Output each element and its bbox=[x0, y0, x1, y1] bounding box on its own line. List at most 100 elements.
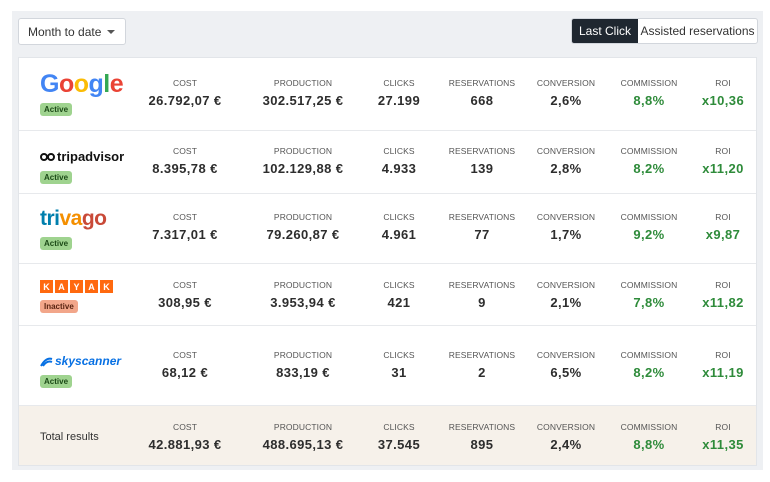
commission-value: 7,8% bbox=[633, 295, 665, 310]
cost-cell: COST 308,95 € bbox=[130, 280, 240, 310]
clicks-cell: CLICKS 37.545 bbox=[364, 422, 434, 452]
skyscanner-icon bbox=[40, 357, 53, 367]
roi-cell: ROI x9,87 bbox=[690, 212, 756, 242]
cost-label: COST bbox=[172, 422, 197, 432]
production-cell: PRODUCTION 302.517,25 € bbox=[240, 78, 366, 108]
roi-label: ROI bbox=[715, 146, 731, 156]
cost-label: COST bbox=[172, 350, 197, 360]
cost-cell: COST 8.395,78 € bbox=[130, 146, 240, 176]
attribution-toggle: Last Click Assisted reservations bbox=[571, 18, 758, 44]
commission-label: COMMISSION bbox=[620, 422, 678, 432]
assisted-reservations-tab[interactable]: Assisted reservations bbox=[640, 24, 755, 38]
commission-label: COMMISSION bbox=[620, 280, 678, 290]
conversion-cell: CONVERSION 2,1% bbox=[525, 280, 607, 310]
commission-label: COMMISSION bbox=[620, 350, 678, 360]
clicks-value: 4.933 bbox=[381, 161, 417, 176]
production-value: 102.129,88 € bbox=[262, 161, 344, 176]
reservations-label: RESERVATIONS bbox=[448, 212, 516, 222]
conversion-cell: CONVERSION 1,7% bbox=[525, 212, 607, 242]
production-label: PRODUCTION bbox=[273, 212, 333, 222]
brand-cell: skyscanner Active bbox=[40, 354, 121, 389]
clicks-value: 31 bbox=[391, 365, 407, 380]
clicks-cell: CLICKS 421 bbox=[364, 280, 434, 310]
roi-value: x10,36 bbox=[701, 93, 745, 108]
conversion-label: CONVERSION bbox=[536, 146, 596, 156]
conversion-label: CONVERSION bbox=[536, 350, 596, 360]
cost-label: COST bbox=[172, 280, 197, 290]
roi-label: ROI bbox=[715, 212, 731, 222]
cost-value: 26.792,07 € bbox=[148, 93, 222, 108]
conversion-cell: CONVERSION 2,6% bbox=[525, 78, 607, 108]
logo-letter: A bbox=[85, 280, 98, 293]
total-results-label: Total results bbox=[40, 431, 99, 443]
production-value: 302.517,25 € bbox=[262, 93, 344, 108]
table-row-skyscanner[interactable]: skyscanner Active COST 68,12 € PRODUCTION… bbox=[19, 326, 756, 406]
clicks-value: 421 bbox=[387, 295, 411, 310]
roi-value: x11,35 bbox=[702, 437, 744, 452]
production-cell: PRODUCTION 3.953,94 € bbox=[240, 280, 366, 310]
status-badge: Inactive bbox=[40, 300, 78, 313]
reservations-label: RESERVATIONS bbox=[448, 78, 516, 88]
commission-label: COMMISSION bbox=[620, 212, 678, 222]
table-row-trivago[interactable]: trivago Active COST 7.317,01 € PRODUCTION… bbox=[19, 194, 756, 264]
production-value: 833,19 € bbox=[276, 365, 330, 380]
clicks-value: 4.961 bbox=[381, 227, 417, 242]
roi-value: x11,19 bbox=[702, 365, 744, 380]
reservations-cell: RESERVATIONS 77 bbox=[434, 212, 530, 242]
commission-value: 8,8% bbox=[633, 437, 665, 452]
clicks-cell: CLICKS 27.199 bbox=[364, 78, 434, 108]
commission-cell: COMMISSION 7,8% bbox=[608, 280, 690, 310]
conversion-value: 6,5% bbox=[550, 365, 582, 380]
roi-cell: ROI x10,36 bbox=[690, 78, 756, 108]
reservations-cell: RESERVATIONS 9 bbox=[434, 280, 530, 310]
production-value: 79.260,87 € bbox=[266, 227, 340, 242]
clicks-label: CLICKS bbox=[383, 280, 415, 290]
conversion-value: 2,4% bbox=[550, 437, 582, 452]
clicks-label: CLICKS bbox=[383, 78, 415, 88]
commission-cell: COMMISSION 8,2% bbox=[608, 350, 690, 380]
conversion-label: CONVERSION bbox=[536, 422, 596, 432]
conversion-value: 1,7% bbox=[550, 227, 582, 242]
google-logo: Google bbox=[40, 70, 124, 98]
logo-letter: e bbox=[109, 70, 124, 98]
production-cell: PRODUCTION 102.129,88 € bbox=[240, 146, 366, 176]
cost-value: 308,95 € bbox=[158, 295, 212, 310]
status-badge: Active bbox=[40, 375, 73, 388]
status-badge: Active bbox=[40, 171, 73, 184]
conversion-value: 2,1% bbox=[550, 295, 582, 310]
roi-cell: ROI x11,35 bbox=[690, 422, 756, 452]
reservations-label: RESERVATIONS bbox=[448, 422, 516, 432]
period-select[interactable]: Month to date bbox=[18, 18, 126, 45]
logo-text: tripadvisor bbox=[57, 149, 125, 164]
table-row-google[interactable]: Google Active COST 26.792,07 € PRODUCTION… bbox=[19, 58, 756, 131]
logo-letter: g bbox=[88, 70, 104, 98]
cost-label: COST bbox=[172, 212, 197, 222]
brand-cell: trivago Active bbox=[40, 208, 107, 251]
last-click-tab[interactable]: Last Click bbox=[572, 19, 638, 43]
skyscanner-logo: skyscanner bbox=[40, 354, 121, 368]
roi-value: x9,87 bbox=[705, 227, 741, 242]
clicks-value: 27.199 bbox=[377, 93, 421, 108]
table-row-tripadvisor[interactable]: tripadvisor Active COST 8.395,78 € PRODUC… bbox=[19, 131, 756, 194]
clicks-label: CLICKS bbox=[383, 422, 415, 432]
commission-cell: COMMISSION 9,2% bbox=[608, 212, 690, 242]
logo-letter: o bbox=[73, 70, 89, 98]
brand-cell: Google Active bbox=[40, 70, 124, 117]
logo-letter: A bbox=[55, 280, 68, 293]
commission-cell: COMMISSION 8,2% bbox=[608, 146, 690, 176]
logo-letter: K bbox=[100, 280, 113, 293]
reservations-value: 77 bbox=[474, 227, 490, 242]
conversion-cell: CONVERSION 2,4% bbox=[525, 422, 607, 452]
commission-value: 9,2% bbox=[633, 227, 665, 242]
production-cell: PRODUCTION 833,19 € bbox=[240, 350, 366, 380]
commission-label: COMMISSION bbox=[620, 146, 678, 156]
commission-value: 8,8% bbox=[633, 93, 665, 108]
clicks-cell: CLICKS 4.961 bbox=[364, 212, 434, 242]
status-badge: Active bbox=[40, 237, 73, 250]
logo-letter: l bbox=[103, 70, 110, 98]
clicks-value: 37.545 bbox=[377, 437, 421, 452]
clicks-cell: CLICKS 31 bbox=[364, 350, 434, 380]
reservations-label: RESERVATIONS bbox=[448, 350, 516, 360]
